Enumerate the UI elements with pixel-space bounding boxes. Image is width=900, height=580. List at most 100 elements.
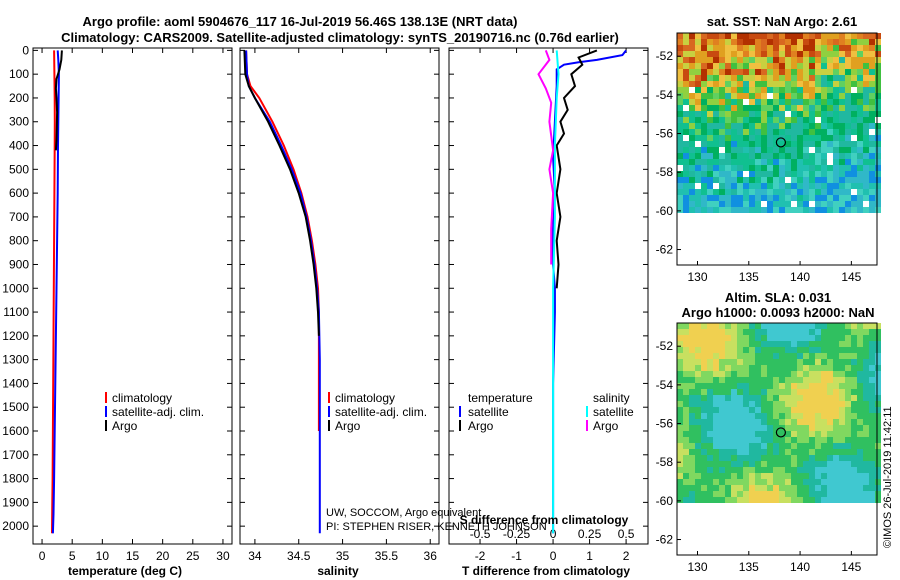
- map-cell: [755, 105, 761, 111]
- map-cell: [869, 159, 875, 165]
- map-cell: [719, 105, 725, 111]
- map-cell: [683, 195, 689, 201]
- map-cell: [677, 329, 683, 335]
- map-cell: [791, 323, 797, 329]
- map-cell: [875, 51, 881, 57]
- map-cell: [677, 407, 683, 413]
- map-cell: [827, 45, 833, 51]
- map-cell: [719, 455, 725, 461]
- map-cell: [683, 129, 689, 135]
- map-cell: [767, 359, 773, 365]
- map-cell: [713, 479, 719, 485]
- map-cell: [815, 431, 821, 437]
- map-cell: [677, 455, 683, 461]
- map-cell: [761, 39, 767, 45]
- map-cell: [677, 51, 683, 57]
- map-cell: [815, 117, 821, 123]
- map-cell: [863, 63, 869, 69]
- map-cell: [743, 329, 749, 335]
- map-cell: [851, 341, 857, 347]
- map-cell: [875, 425, 881, 431]
- map-cell: [791, 111, 797, 117]
- map-cell: [833, 33, 839, 39]
- map-cell: [707, 201, 713, 207]
- map-cell: [683, 141, 689, 147]
- map-cell: [743, 75, 749, 81]
- map-cell: [851, 467, 857, 473]
- map-cell: [743, 479, 749, 485]
- map-cell: [809, 485, 815, 491]
- map-cell: [839, 485, 845, 491]
- map-cell: [743, 93, 749, 99]
- map-cell: [761, 377, 767, 383]
- map-cell: [737, 171, 743, 177]
- map-cell: [851, 425, 857, 431]
- map-cell: [737, 383, 743, 389]
- map-cell: [863, 93, 869, 99]
- map-cell: [761, 141, 767, 147]
- map-cell: [773, 81, 779, 87]
- map-cell: [779, 123, 785, 129]
- map-cell: [683, 111, 689, 117]
- map-cell: [773, 449, 779, 455]
- map-cell: [743, 117, 749, 123]
- map-cell: [677, 93, 683, 99]
- map-cell: [767, 497, 773, 503]
- map-cell: [845, 449, 851, 455]
- map-cell: [869, 329, 875, 335]
- map-cell: [773, 473, 779, 479]
- map-cell: [773, 401, 779, 407]
- map-cell: [797, 473, 803, 479]
- map-cell: [737, 443, 743, 449]
- map-cell: [833, 335, 839, 341]
- map-cell: [815, 165, 821, 171]
- map-cell: [803, 461, 809, 467]
- map-cell: [767, 153, 773, 159]
- map-cell: [863, 153, 869, 159]
- map-cell: [719, 75, 725, 81]
- map-cell: [755, 129, 761, 135]
- map-cell: [809, 183, 815, 189]
- map-cell: [875, 479, 881, 485]
- map-cell: [773, 195, 779, 201]
- map-cell: [797, 123, 803, 129]
- map-cell: [767, 371, 773, 377]
- map-cell: [797, 479, 803, 485]
- map-cell: [785, 105, 791, 111]
- map-cell: [773, 147, 779, 153]
- map-cell: [725, 39, 731, 45]
- map-cell: [767, 39, 773, 45]
- map-cell: [803, 39, 809, 45]
- map-cell: [689, 413, 695, 419]
- map-cell: [785, 443, 791, 449]
- x-tick-label: 10: [96, 549, 110, 563]
- legend-label-argo: Argo: [112, 419, 138, 433]
- map-cell: [695, 341, 701, 347]
- map-cell: [737, 467, 743, 473]
- map-cell: [785, 147, 791, 153]
- map-cell: [713, 39, 719, 45]
- map-cell: [791, 51, 797, 57]
- map-cell: [719, 33, 725, 39]
- map-cell: [677, 99, 683, 105]
- map-cell: [785, 473, 791, 479]
- map-cell: [857, 81, 863, 87]
- map-cell: [779, 117, 785, 123]
- map-cell: [731, 467, 737, 473]
- map-cell: [773, 395, 779, 401]
- y-tick-label: -60: [656, 204, 674, 218]
- map-cell: [851, 87, 857, 93]
- map-cell: [863, 461, 869, 467]
- map-cell: [857, 159, 863, 165]
- map-cell: [695, 135, 701, 141]
- map-cell: [767, 111, 773, 117]
- map-cell: [827, 497, 833, 503]
- map-cell: [791, 419, 797, 425]
- map-cell: [803, 33, 809, 39]
- map-cell: [683, 377, 689, 383]
- series-line-t-argo: [555, 49, 598, 289]
- map-cell: [749, 63, 755, 69]
- map-cell: [695, 455, 701, 461]
- map-cell: [767, 485, 773, 491]
- map-cell: [677, 195, 683, 201]
